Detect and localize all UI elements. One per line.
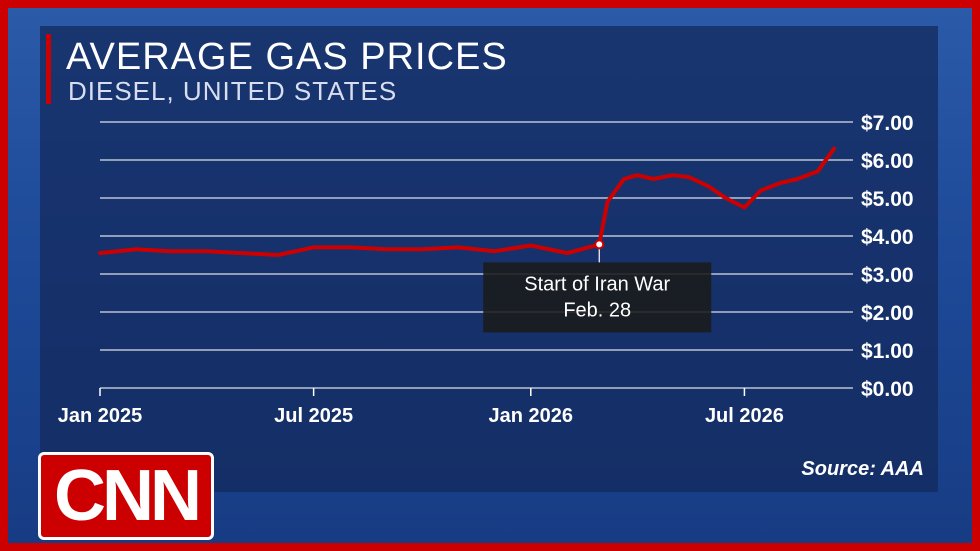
y-tick-label: $2.00 (861, 302, 914, 325)
annotation-box (483, 262, 712, 333)
annotation-label: Start of Iran War (524, 273, 670, 295)
cnn-logo: CNN (38, 452, 214, 540)
x-tick-label: Jan 2025 (58, 405, 143, 427)
grid-lines (100, 121, 853, 389)
y-tick-label: $6.00 (861, 150, 914, 173)
y-tick-label: $3.00 (861, 264, 914, 287)
series-line (98, 146, 837, 257)
x-tick-label: Jul 2026 (705, 405, 784, 427)
y-axis-ticks: $0.00 $1.00 $2.00 $3.00 $4.00 $5.00 $6.00 $7.00 (861, 112, 914, 401)
source-note: Source: AAA (801, 458, 924, 480)
annotation-date: Feb. 28 (563, 299, 631, 321)
y-tick-label: $5.00 (861, 188, 914, 211)
y-tick-label: $7.00 (861, 112, 914, 135)
chart-panel (40, 26, 938, 492)
annotation-group: Start of Iran War Feb. 28 (483, 244, 712, 333)
chart-title: AVERAGE GAS PRICES (66, 36, 508, 78)
y-tick-label: $1.00 (861, 340, 914, 363)
broadcast-frame: AVERAGE GAS PRICES DIESEL, UNITED STATES… (8, 8, 972, 543)
annotation-point (594, 239, 605, 250)
line-chart: $0.00 $1.00 $2.00 $3.00 $4.00 $5.00 $6.00 $7.00… (58, 112, 914, 427)
y-tick-label: $0.00 (861, 378, 914, 401)
y-tick-label: $4.00 (861, 226, 914, 249)
series-line-group (98, 146, 837, 257)
x-tick-label: Jan 2026 (489, 405, 574, 427)
title-accent-bar (46, 34, 51, 104)
x-tick-label: Jul 2025 (274, 405, 353, 427)
chart-subtitle: DIESEL, UNITED STATES (68, 76, 398, 106)
x-axis-ticks: Jan 2025 Jul 2025 Jan 2026 Jul 2026 (58, 388, 784, 427)
